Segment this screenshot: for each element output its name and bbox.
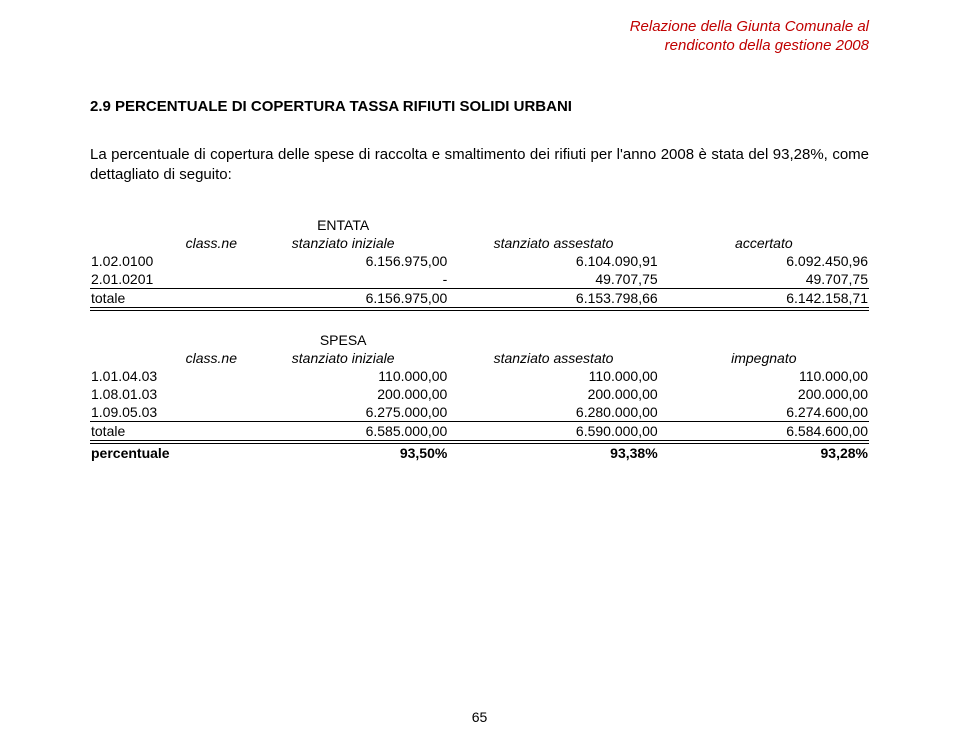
spesa-row0-c2: 110.000,00 [238,367,448,385]
section-title: 2.9 PERCENTUALE DI COPERTURA TASSA RIFIU… [90,98,869,115]
entata-row0-c4: 6.092.450,96 [659,252,869,270]
intro-paragraph: La percentuale di copertura delle spese … [90,145,869,186]
spesa-total-label: totale [90,421,238,442]
entata-row0-c3: 6.104.090,91 [448,252,658,270]
entata-row1-c2: - [238,270,448,289]
entata-table: ENTATA class.ne stanziato iniziale stanz… [90,216,869,313]
spesa-title: SPESA [238,331,448,349]
header-line1: Relazione della Giunta Comunale al [630,18,869,35]
entata-total-c3: 6.153.798,66 [448,288,658,309]
spesa-table: SPESA class.ne stanziato iniziale stanzi… [90,331,869,462]
spesa-row2-c4: 6.274.600,00 [659,403,869,422]
spesa-row0-c4: 110.000,00 [659,367,869,385]
table-row: 1.01.04.03 110.000,00 110.000,00 110.000… [90,367,869,385]
header-line2: rendiconto della gestione 2008 [665,37,869,54]
spesa-percent-c4: 93,28% [659,442,869,462]
entata-total-c4: 6.142.158,71 [659,288,869,309]
spesa-head-col3: stanziato assestato [448,349,658,367]
table-row: 1.02.0100 6.156.975,00 6.104.090,91 6.09… [90,252,869,270]
spesa-percent-row: percentuale 93,50% 93,38% 93,28% [90,442,869,462]
spesa-block: SPESA class.ne stanziato iniziale stanzi… [90,331,869,462]
entata-row0-c1: 1.02.0100 [90,252,238,270]
spesa-head-col4: impegnato [659,349,869,367]
entata-head-row: class.ne stanziato iniziale stanziato as… [90,234,869,252]
spesa-row1-c4: 200.000,00 [659,385,869,403]
spesa-total-row: totale 6.585.000,00 6.590.000,00 6.584.6… [90,421,869,442]
spesa-percent-c3: 93,38% [448,442,658,462]
entata-row1-c3: 49.707,75 [448,270,658,289]
spesa-head-row: class.ne stanziato iniziale stanziato as… [90,349,869,367]
entata-total-row: totale 6.156.975,00 6.153.798,66 6.142.1… [90,288,869,309]
entata-block: ENTATA class.ne stanziato iniziale stanz… [90,216,869,313]
spesa-row0-c1: 1.01.04.03 [90,367,238,385]
entata-total-c2: 6.156.975,00 [238,288,448,309]
entata-total-label: totale [90,288,238,309]
entata-title-row: ENTATA [90,216,869,234]
spesa-row1-c2: 200.000,00 [238,385,448,403]
spesa-percent-c2: 93,50% [238,442,448,462]
spesa-head-class: class.ne [90,349,238,367]
page-number: 65 [0,709,959,725]
table-row: 1.09.05.03 6.275.000,00 6.280.000,00 6.2… [90,403,869,422]
entata-head-class: class.ne [90,234,238,252]
table-row: 2.01.0201 - 49.707,75 49.707,75 [90,270,869,289]
doc-header: Relazione della Giunta Comunale al rendi… [630,18,869,56]
entata-row1-c1: 2.01.0201 [90,270,238,289]
entata-head-col2: stanziato iniziale [238,234,448,252]
entata-head-col4: accertato [659,234,869,252]
entata-row0-c2: 6.156.975,00 [238,252,448,270]
spesa-title-row: SPESA [90,331,869,349]
page: Relazione della Giunta Comunale al rendi… [0,0,959,739]
spesa-row2-c3: 6.280.000,00 [448,403,658,422]
spesa-row1-c1: 1.08.01.03 [90,385,238,403]
spesa-row0-c3: 110.000,00 [448,367,658,385]
table-row: 1.08.01.03 200.000,00 200.000,00 200.000… [90,385,869,403]
spesa-total-c3: 6.590.000,00 [448,421,658,442]
spesa-total-c4: 6.584.600,00 [659,421,869,442]
spesa-row2-c1: 1.09.05.03 [90,403,238,422]
spesa-row2-c2: 6.275.000,00 [238,403,448,422]
entata-end-rule [90,309,869,313]
entata-title: ENTATA [238,216,448,234]
spesa-head-col2: stanziato iniziale [238,349,448,367]
spesa-total-c2: 6.585.000,00 [238,421,448,442]
spesa-row1-c3: 200.000,00 [448,385,658,403]
entata-head-col3: stanziato assestato [448,234,658,252]
entata-row1-c4: 49.707,75 [659,270,869,289]
spesa-percent-label: percentuale [90,442,238,462]
